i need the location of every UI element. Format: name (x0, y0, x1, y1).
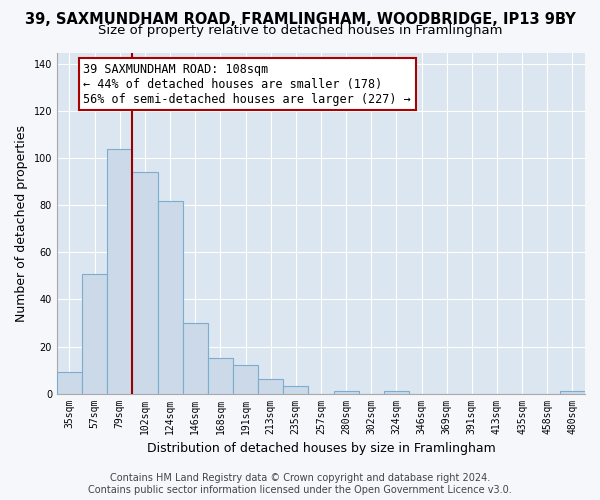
Text: Contains HM Land Registry data © Crown copyright and database right 2024.
Contai: Contains HM Land Registry data © Crown c… (88, 474, 512, 495)
Text: 39 SAXMUNDHAM ROAD: 108sqm
← 44% of detached houses are smaller (178)
56% of sem: 39 SAXMUNDHAM ROAD: 108sqm ← 44% of deta… (83, 62, 411, 106)
Bar (57, 372, 82, 394)
Bar (182, 323, 208, 394)
Bar (283, 386, 308, 394)
Bar (233, 366, 258, 394)
Bar (334, 391, 359, 394)
Bar (82, 274, 107, 394)
Text: 39, SAXMUNDHAM ROAD, FRAMLINGHAM, WOODBRIDGE, IP13 9BY: 39, SAXMUNDHAM ROAD, FRAMLINGHAM, WOODBR… (25, 12, 575, 28)
Bar (258, 380, 283, 394)
Bar (384, 391, 409, 394)
Text: Size of property relative to detached houses in Framlingham: Size of property relative to detached ho… (98, 24, 502, 37)
Bar (158, 200, 182, 394)
Bar (560, 391, 585, 394)
Bar (208, 358, 233, 394)
X-axis label: Distribution of detached houses by size in Framlingham: Distribution of detached houses by size … (146, 442, 496, 455)
Y-axis label: Number of detached properties: Number of detached properties (15, 124, 28, 322)
Bar (107, 149, 133, 394)
Bar (133, 172, 158, 394)
